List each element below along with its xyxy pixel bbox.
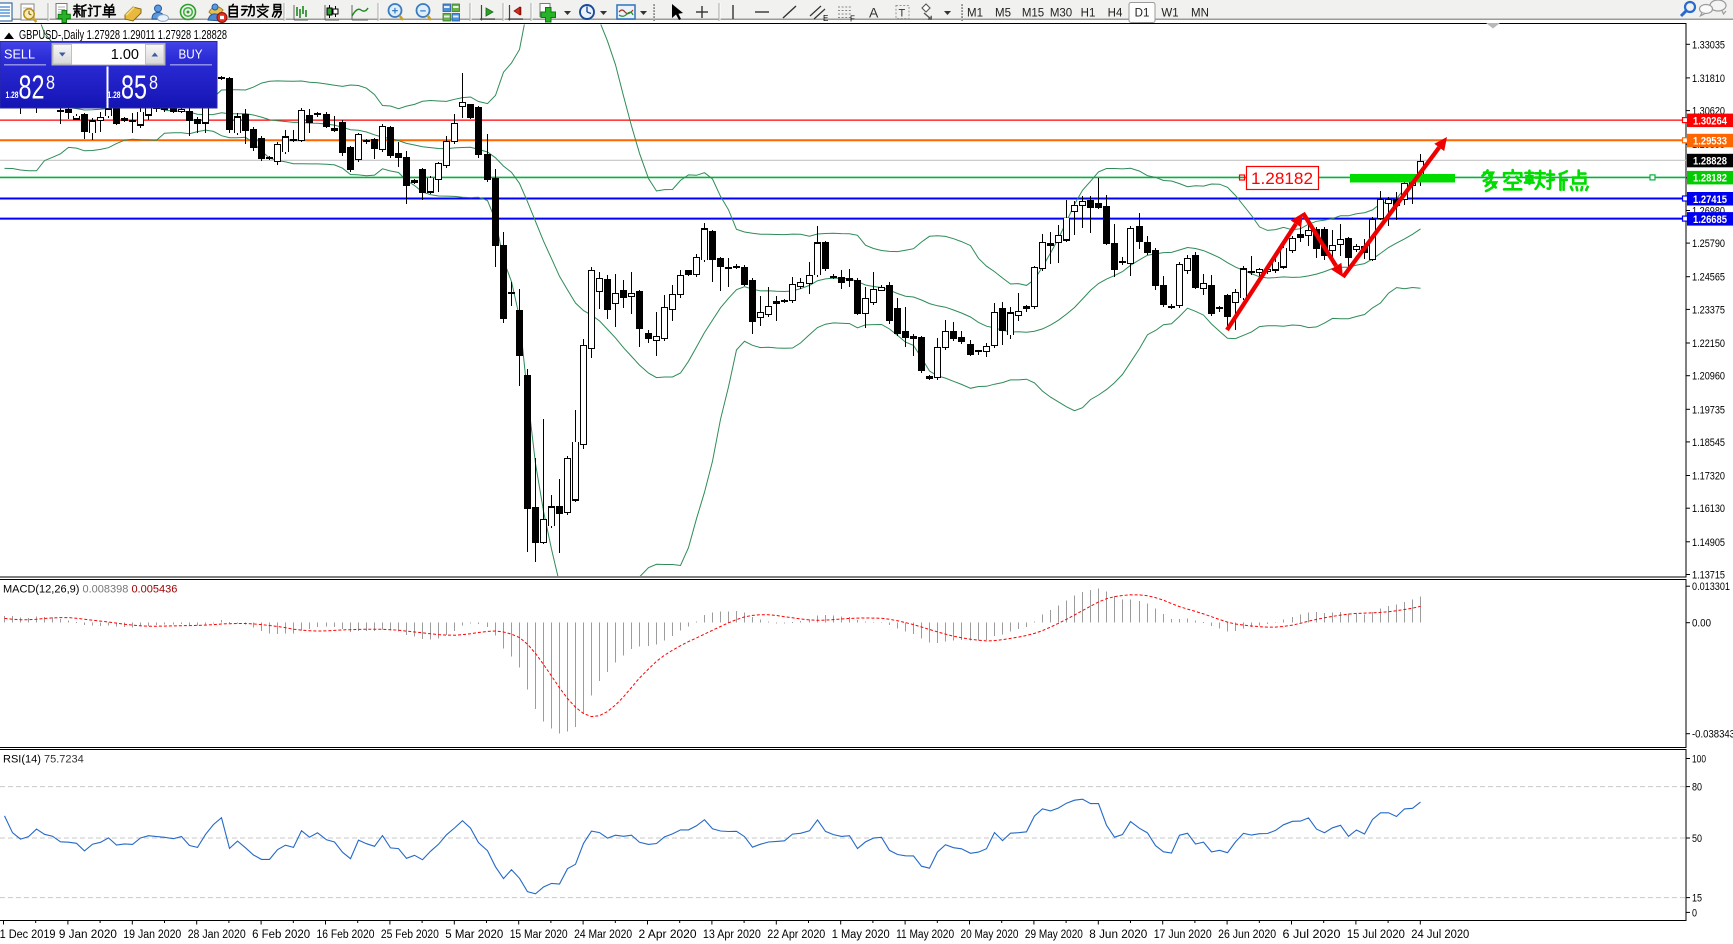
svg-text:15 Mar 2020: 15 Mar 2020: [510, 929, 568, 941]
svg-text:24 Mar 2020: 24 Mar 2020: [574, 929, 632, 941]
svg-text:1.33035: 1.33035: [1692, 39, 1725, 51]
svg-text:28 Jan 2020: 28 Jan 2020: [188, 929, 246, 941]
svg-text:1.31810: 1.31810: [1692, 73, 1725, 85]
svg-text:1.14905: 1.14905: [1692, 537, 1725, 549]
svg-text:+: +: [392, 6, 398, 18]
svg-text:1.28: 1.28: [108, 90, 121, 101]
svg-text:24 Jul 2020: 24 Jul 2020: [1411, 929, 1469, 941]
svg-text:11 May 2020: 11 May 2020: [896, 929, 954, 941]
svg-text:6 Jul 2020: 6 Jul 2020: [1283, 929, 1341, 941]
svg-text:0.013301: 0.013301: [1692, 581, 1730, 593]
svg-text:8 Jun 2020: 8 Jun 2020: [1089, 929, 1147, 941]
svg-text:D1: D1: [1135, 8, 1150, 20]
svg-text:W1: W1: [1161, 8, 1178, 20]
svg-text:1 May 2020: 1 May 2020: [832, 929, 890, 941]
svg-text:SELL: SELL: [4, 48, 35, 62]
svg-text:22 Apr 2020: 22 Apr 2020: [767, 929, 825, 941]
svg-text:1.30264: 1.30264: [1693, 115, 1728, 127]
svg-text:M30: M30: [1050, 8, 1072, 20]
svg-text:GBPUSD-,Daily 1.27928 1.29011: GBPUSD-,Daily 1.27928 1.29011 1.27928 1.…: [19, 27, 227, 42]
svg-text:0: 0: [1692, 907, 1697, 919]
svg-text:M1: M1: [967, 8, 983, 20]
svg-text:1.26685: 1.26685: [1693, 214, 1727, 226]
svg-text:26 Jun 2020: 26 Jun 2020: [1218, 929, 1276, 941]
svg-text:MACD(12,26,9) 0.008398 0.00543: MACD(12,26,9) 0.008398 0.005436: [3, 584, 177, 596]
svg-text:25 Feb 2020: 25 Feb 2020: [381, 929, 439, 941]
svg-text:2 Apr 2020: 2 Apr 2020: [639, 929, 697, 941]
svg-text:16 Feb 2020: 16 Feb 2020: [317, 929, 375, 941]
svg-text:5 Mar 2020: 5 Mar 2020: [445, 929, 503, 941]
svg-text:H4: H4: [1108, 8, 1123, 20]
svg-text:-0.038343: -0.038343: [1692, 729, 1733, 741]
svg-text:13 Apr 2020: 13 Apr 2020: [703, 929, 761, 941]
svg-text:50: 50: [1692, 833, 1702, 845]
svg-text:85: 85: [121, 69, 147, 106]
svg-text:100: 100: [1692, 754, 1706, 766]
svg-text:1.27415: 1.27415: [1693, 194, 1727, 206]
svg-text:1.29533: 1.29533: [1693, 136, 1727, 148]
svg-text:T: T: [899, 8, 906, 20]
svg-text:MN: MN: [1191, 8, 1209, 20]
svg-text:19 Jan 2020: 19 Jan 2020: [123, 929, 181, 941]
svg-text:6 Feb 2020: 6 Feb 2020: [252, 929, 310, 941]
svg-text:1.20960: 1.20960: [1692, 371, 1725, 383]
svg-text:9 Jan 2020: 9 Jan 2020: [59, 929, 117, 941]
svg-text:15 Jul 2020: 15 Jul 2020: [1347, 929, 1405, 941]
svg-text:1.24565: 1.24565: [1692, 272, 1725, 284]
svg-text:H1: H1: [1081, 8, 1096, 20]
svg-text:RSI(14) 75.7234: RSI(14) 75.7234: [3, 754, 84, 766]
svg-text:20 May 2020: 20 May 2020: [961, 929, 1019, 941]
svg-text:1.22150: 1.22150: [1692, 338, 1725, 350]
svg-text:1.23375: 1.23375: [1692, 304, 1725, 316]
svg-text:1.28: 1.28: [6, 90, 19, 101]
svg-text:80: 80: [1692, 782, 1702, 794]
svg-text:1.28182: 1.28182: [1693, 173, 1727, 185]
svg-text:82: 82: [19, 69, 45, 106]
svg-text:1.19735: 1.19735: [1692, 404, 1725, 416]
svg-text:0.00: 0.00: [1692, 618, 1711, 630]
svg-text:BUY: BUY: [179, 48, 204, 62]
svg-text:1.25790: 1.25790: [1692, 238, 1725, 250]
svg-text:1.17320: 1.17320: [1692, 471, 1725, 483]
svg-text:−: −: [420, 6, 426, 18]
svg-text:8: 8: [46, 73, 55, 94]
svg-text:1.00: 1.00: [111, 47, 139, 63]
svg-text:M15: M15: [1022, 8, 1044, 20]
svg-text:A: A: [869, 5, 879, 21]
svg-text:1.28828: 1.28828: [1693, 156, 1727, 168]
svg-text:M5: M5: [995, 8, 1011, 20]
svg-text:31 Dec 2019: 31 Dec 2019: [0, 929, 56, 941]
svg-text:29 May 2020: 29 May 2020: [1025, 929, 1083, 941]
svg-text:15: 15: [1692, 893, 1702, 905]
svg-text:8: 8: [149, 73, 158, 94]
svg-text:1.16130: 1.16130: [1692, 503, 1725, 515]
svg-text:1.18545: 1.18545: [1692, 437, 1725, 449]
svg-text:17 Jun 2020: 17 Jun 2020: [1154, 929, 1212, 941]
svg-text:E: E: [823, 14, 828, 23]
svg-text:1.28182: 1.28182: [1251, 169, 1313, 188]
svg-text:1.13715: 1.13715: [1692, 570, 1725, 582]
svg-text:F: F: [850, 15, 855, 24]
